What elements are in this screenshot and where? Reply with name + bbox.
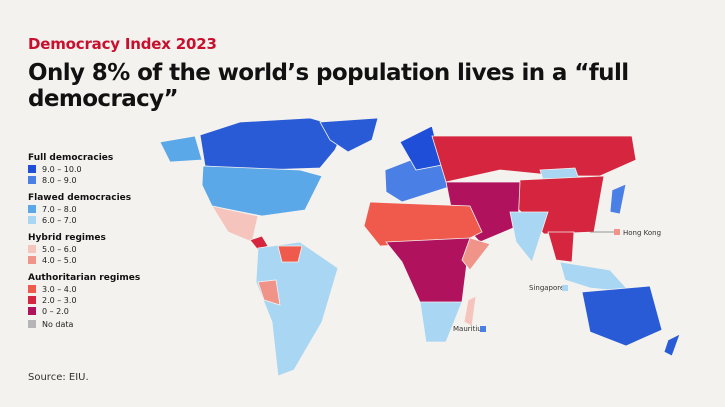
- legend-label: 4.0 – 5.0: [42, 256, 77, 265]
- legend-swatch: [28, 176, 36, 184]
- headline: Only 8% of the world’s population lives …: [28, 60, 629, 112]
- callout-label: Hong Kong: [623, 229, 661, 237]
- callout-swatch: [480, 326, 486, 332]
- legend-swatch: [28, 307, 36, 315]
- legend-label: 7.0 – 8.0: [42, 205, 77, 214]
- callout-label: Mauritius: [453, 325, 486, 333]
- legend-label: 0 – 2.0: [42, 307, 69, 316]
- legend-group-title: Flawed democracies: [28, 193, 131, 203]
- legend-group-title: Full democracies: [28, 153, 113, 163]
- callout-label: Singapore: [529, 284, 564, 292]
- callouts: Hong Kong Singapore Mauritius: [453, 229, 661, 333]
- legend-label: 2.0 – 3.0: [42, 296, 77, 305]
- legend-swatch: [28, 165, 36, 173]
- legend: Full democracies 9.0 – 10.0 8.0 – 9.0 Flawe…: [28, 153, 140, 329]
- legend-swatch: [28, 216, 36, 224]
- legend-swatch: [28, 245, 36, 253]
- legend-swatch: [28, 285, 36, 293]
- legend-group-title: Hybrid regimes: [28, 233, 106, 243]
- callout-swatch: [562, 285, 568, 291]
- legend-label: 5.0 – 6.0: [42, 245, 77, 254]
- legend-group-title: Authoritarian regimes: [28, 273, 140, 283]
- legend-label: No data: [42, 320, 74, 329]
- legend-swatch: [28, 320, 36, 328]
- legend-swatch: [28, 205, 36, 213]
- legend-label: 3.0 – 4.0: [42, 285, 77, 294]
- legend-swatch: [28, 296, 36, 304]
- legend-label: 6.0 – 7.0: [42, 216, 77, 225]
- kicker: Democracy Index 2023: [28, 35, 217, 53]
- legend-label: 9.0 – 10.0: [42, 165, 82, 174]
- legend-label: 8.0 – 9.0: [42, 176, 77, 185]
- continents: [159, 117, 681, 377]
- legend-swatch: [28, 256, 36, 264]
- source: Source: EIU.: [28, 372, 89, 383]
- callout-swatch: [614, 229, 620, 235]
